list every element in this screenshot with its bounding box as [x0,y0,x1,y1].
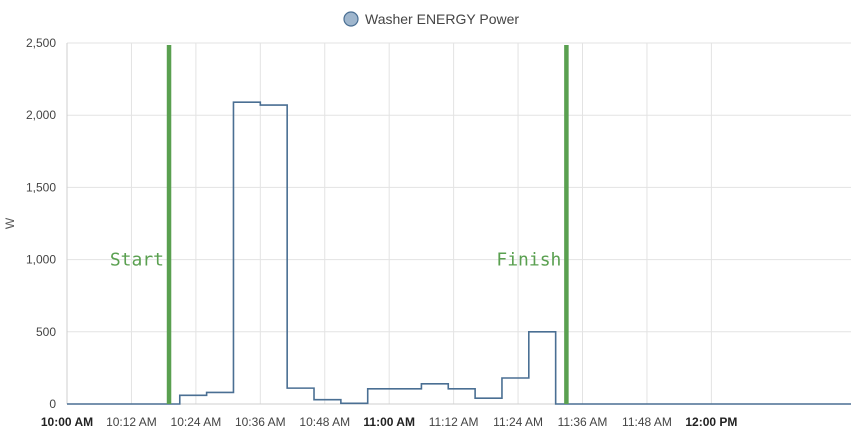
legend-label[interactable]: Washer ENERGY Power [365,11,519,27]
y-tick-label: 0 [49,397,56,411]
x-tick-label: 10:24 AM [171,415,222,429]
x-tick-label: 11:24 AM [493,415,543,429]
annotation-label: Start [110,250,164,271]
y-tick-label: 500 [36,325,56,339]
x-tick-label: 10:36 AM [235,415,286,429]
series-layer [66,101,852,405]
x-tick-label: 10:00 AM [41,415,93,429]
x-tick-label: 11:36 AM [558,415,608,429]
x-tick-label: 11:12 AM [429,415,479,429]
y-tick-label: 1,000 [26,253,56,267]
y-axis: 0 500 1,000 1,500 2,000 2,500 [26,36,56,411]
y-tick-label: 1,500 [26,180,56,194]
annotation-label: Finish [496,250,561,271]
x-tick-label: 11:48 AM [622,415,672,429]
y-tick-label: 2,500 [26,36,56,50]
y-axis-label: W [3,217,17,229]
x-tick-label: 10:48 AM [299,415,350,429]
annotations-layer: Start Finish [110,45,569,404]
x-tick-label: 12:00 PM [685,415,737,429]
x-tick-label: 10:12 AM [106,415,157,429]
series-line [67,101,851,405]
x-axis: 10:00 AM 10:12 AM 10:24 AM 10:36 AM 10:48 AM… [41,415,738,429]
x-tick-label: 11:00 AM [363,415,415,429]
y-tick-label: 2,000 [26,108,56,122]
legend[interactable]: Washer ENERGY Power [343,11,519,27]
legend-swatch-icon[interactable] [343,11,359,27]
grid-lines [66,42,851,405]
